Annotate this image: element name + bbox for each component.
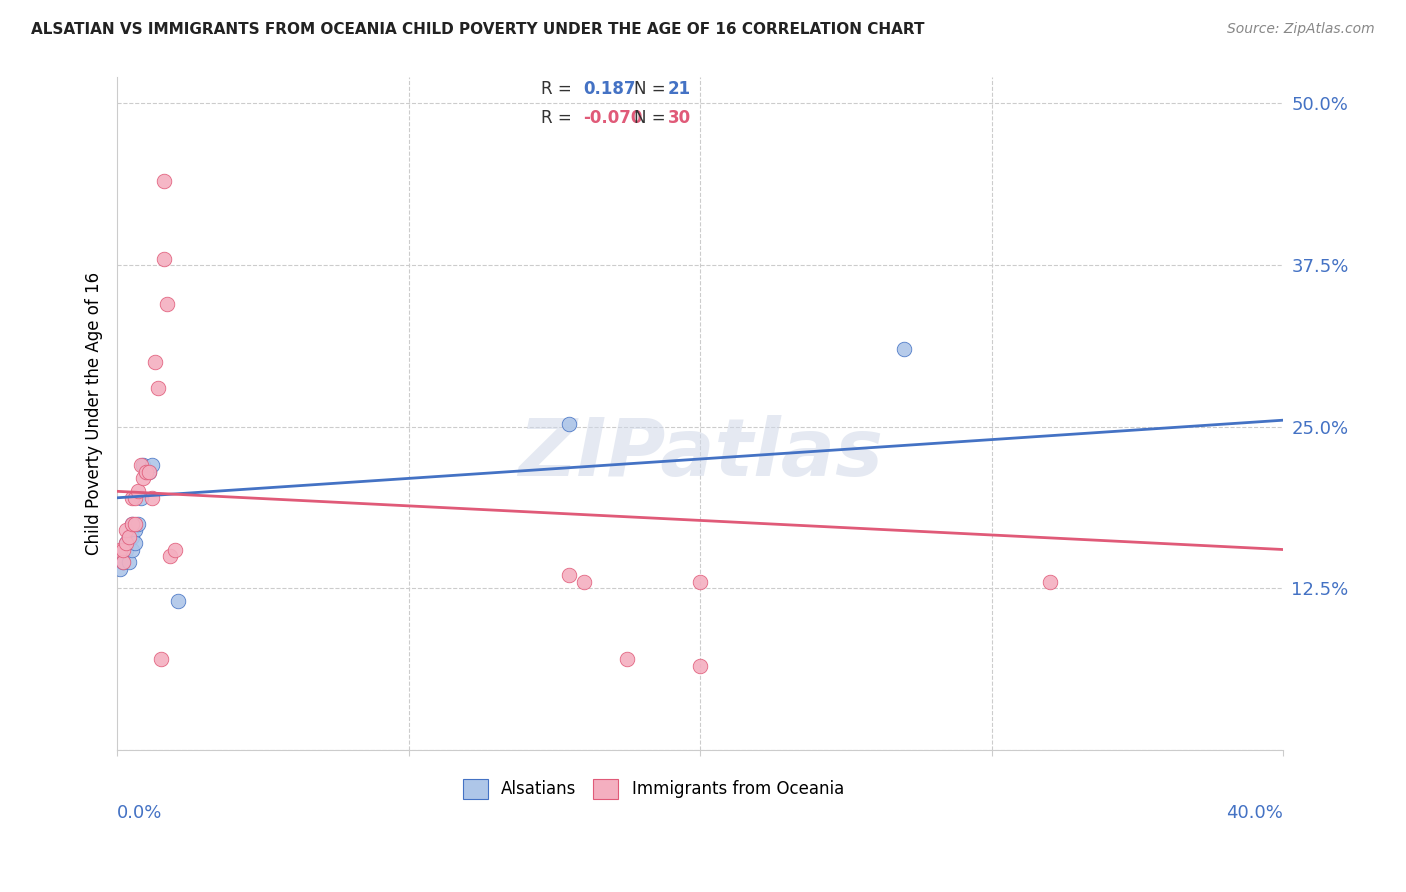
Point: [572, 574, 595, 589]
Text: 40.0%: 40.0%: [1226, 805, 1284, 822]
Point: [129, 491, 152, 505]
Point: [156, 297, 179, 311]
Point: [159, 549, 181, 563]
Point: [118, 556, 141, 570]
Point: [153, 174, 176, 188]
Point: [108, 542, 131, 557]
Point: [121, 516, 143, 531]
Point: [121, 530, 143, 544]
Text: R =: R =: [541, 109, 572, 127]
Point: [132, 471, 155, 485]
Point: [138, 465, 160, 479]
Text: R =: R =: [541, 80, 572, 98]
Point: [558, 568, 581, 582]
Point: [124, 536, 146, 550]
Point: [108, 562, 131, 576]
Point: [141, 458, 163, 473]
Point: [558, 417, 581, 431]
Point: [111, 542, 134, 557]
Point: [167, 594, 190, 608]
Point: [135, 465, 157, 479]
Point: [141, 491, 163, 505]
Point: [127, 516, 149, 531]
Point: [132, 458, 155, 473]
Text: ALSATIAN VS IMMIGRANTS FROM OCEANIA CHILD POVERTY UNDER THE AGE OF 16 CORRELATIO: ALSATIAN VS IMMIGRANTS FROM OCEANIA CHIL…: [31, 22, 924, 37]
Point: [115, 536, 138, 550]
Point: [616, 652, 638, 666]
Point: [111, 542, 134, 557]
Point: [893, 342, 915, 356]
Text: N =: N =: [634, 80, 665, 98]
Legend: Alsatians, Immigrants from Oceania: Alsatians, Immigrants from Oceania: [453, 769, 853, 809]
Text: 0.0%: 0.0%: [117, 805, 163, 822]
Point: [124, 516, 146, 531]
Point: [689, 659, 711, 673]
Point: [1039, 574, 1062, 589]
Point: [689, 574, 711, 589]
Point: [129, 458, 152, 473]
Point: [135, 465, 157, 479]
Point: [127, 484, 149, 499]
Text: 30: 30: [668, 109, 690, 127]
Point: [149, 652, 172, 666]
Y-axis label: Child Poverty Under the Age of 16: Child Poverty Under the Age of 16: [86, 272, 103, 556]
Point: [121, 516, 143, 531]
Text: N =: N =: [634, 109, 665, 127]
Text: 0.187: 0.187: [583, 80, 636, 98]
Point: [111, 556, 134, 570]
Text: -0.070: -0.070: [583, 109, 643, 127]
Point: [146, 381, 169, 395]
Text: ZIPatlas: ZIPatlas: [517, 415, 883, 493]
Point: [115, 542, 138, 557]
Point: [118, 530, 141, 544]
Point: [121, 491, 143, 505]
Point: [124, 491, 146, 505]
Text: Source: ZipAtlas.com: Source: ZipAtlas.com: [1227, 22, 1375, 37]
Point: [143, 355, 166, 369]
Point: [153, 252, 176, 266]
Point: [115, 536, 138, 550]
Point: [118, 530, 141, 544]
Point: [121, 542, 143, 557]
Point: [115, 523, 138, 537]
Point: [124, 523, 146, 537]
Point: [165, 542, 187, 557]
Point: [111, 556, 134, 570]
Point: [138, 465, 160, 479]
Text: 21: 21: [668, 80, 690, 98]
